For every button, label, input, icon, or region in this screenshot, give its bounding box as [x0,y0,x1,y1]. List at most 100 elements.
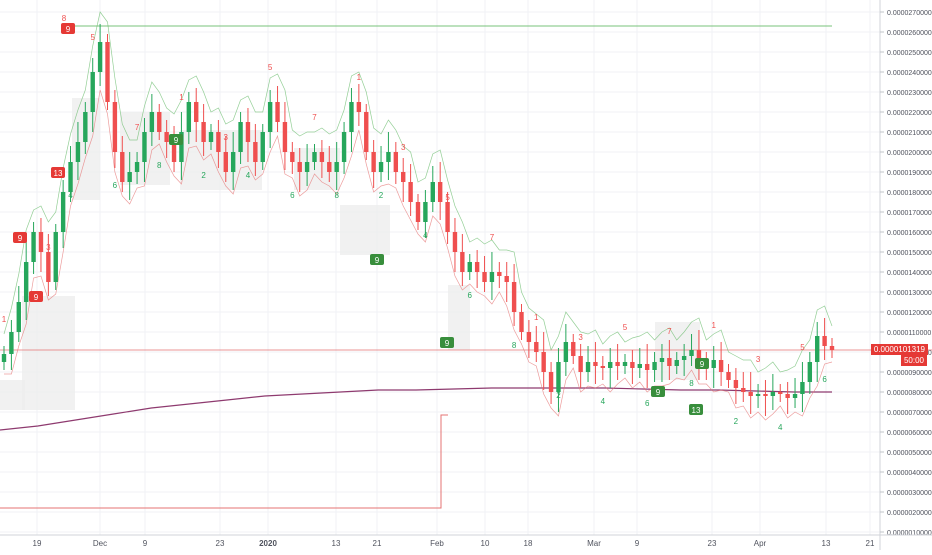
candle-body [297,162,302,172]
envelope-upper [3,11,833,373]
candle-body [282,122,288,152]
candle-body [563,342,569,362]
candle-body [201,122,206,142]
current-price-label: 0.0000101319 [870,344,928,355]
candle-body [401,172,406,182]
candle-body [304,162,310,172]
candle-body [186,102,192,132]
candle-body [489,272,495,282]
candle-body [541,352,546,372]
candle-body [9,332,14,354]
candle-body [371,152,376,172]
candle-body [149,112,155,132]
td-box-label: 9 [34,293,39,302]
candle-body [319,152,325,162]
shaded-zone [448,285,470,350]
candle-body [157,112,162,132]
candle-body [497,272,502,276]
candle-body [356,102,362,112]
candle-body [31,232,36,262]
td-box [61,23,75,34]
candle-body [415,202,421,222]
candle-body [822,336,827,346]
candle-body [68,162,73,192]
candle-body [97,42,103,72]
candle-body [615,362,620,366]
candle-body [792,394,798,398]
candle-body [733,380,739,388]
td-top-label: 8 [62,14,67,23]
td-count-label: 2 [379,191,384,200]
lines [0,11,932,509]
x-tick-label: 13 [822,539,831,548]
candle-body [815,336,820,362]
candle-body [667,358,672,366]
x-tick-label: Dec [93,539,107,548]
candle-body [571,342,576,356]
candle-body [430,182,435,202]
labels: 1234567812345678123456781234567812345699… [2,14,828,432]
candle-body [208,132,214,142]
td-box [29,291,43,302]
candle-body [748,392,753,396]
candle-body [267,102,273,132]
candle-body [467,262,472,272]
candles [1,24,835,416]
td-count-label: 1 [711,321,716,330]
candle-body [770,392,776,396]
y-tick-label: 0.0000230000 [887,90,932,97]
candle-body [393,152,399,172]
td-count-label: 5 [90,33,95,42]
td-count-label: 6 [645,399,650,408]
td-count-label: 2 [556,391,561,400]
td-count-label: 5 [623,323,628,332]
shaded-zone [340,205,390,255]
y-tick-label: 0.0000190000 [887,170,932,177]
candle-body [652,362,657,370]
td-count-label: 6 [468,291,473,300]
y-tick-label: 0.0000250000 [887,50,932,57]
candle-body [75,142,81,162]
candle-body [674,360,679,366]
candle-body [275,102,280,122]
td-box-label: 9 [18,234,23,243]
x-tick-label: Mar [587,539,601,548]
td-box-label: 9 [700,360,705,369]
y-tick-label: 0.0000200000 [887,150,932,157]
x-tick-label: 9 [143,539,148,548]
candle-body [526,332,532,342]
td-count-label: 8 [512,341,517,350]
td-box-label: 9 [656,388,661,397]
y-tick-label: 0.0000060000 [887,430,932,437]
x-tick-label: 10 [481,539,490,548]
candle-body [253,142,258,162]
y-tick-label: 0.0000160000 [887,230,932,237]
candle-body [637,364,642,368]
x-tick-label: 23 [216,539,225,548]
candle-body [741,388,746,392]
x-axis: 19 Dec 9 23 2020 13 21 Feb 10 18 Mar 9 23 Apr 13 21 [0,534,932,548]
candle-body [800,382,805,394]
td-box [440,337,454,348]
candle-body [90,72,95,112]
y-tick-label: 0.0000220000 [887,110,932,117]
candle-body [511,282,517,312]
candle-body [548,372,554,392]
td-box [51,167,65,178]
td-count-label: 3 [578,333,583,342]
candle-body [534,342,539,352]
candle-body [763,394,768,396]
candle-body [711,360,716,368]
y-tick-label: 0.0000110000 [887,330,931,337]
candle-body [482,272,487,282]
grid [0,0,880,535]
x-tick-label: 23 [708,539,717,548]
td-count-label: 2 [24,291,29,300]
td-count-label: 8 [157,161,162,170]
td-box [695,358,709,369]
td-count-label: 3 [756,355,761,364]
y-tick-label: 0.0000070000 [887,410,932,417]
y-tick-label: 0.0000080000 [887,390,932,397]
candle-body [334,162,339,172]
candle-body [807,362,813,382]
